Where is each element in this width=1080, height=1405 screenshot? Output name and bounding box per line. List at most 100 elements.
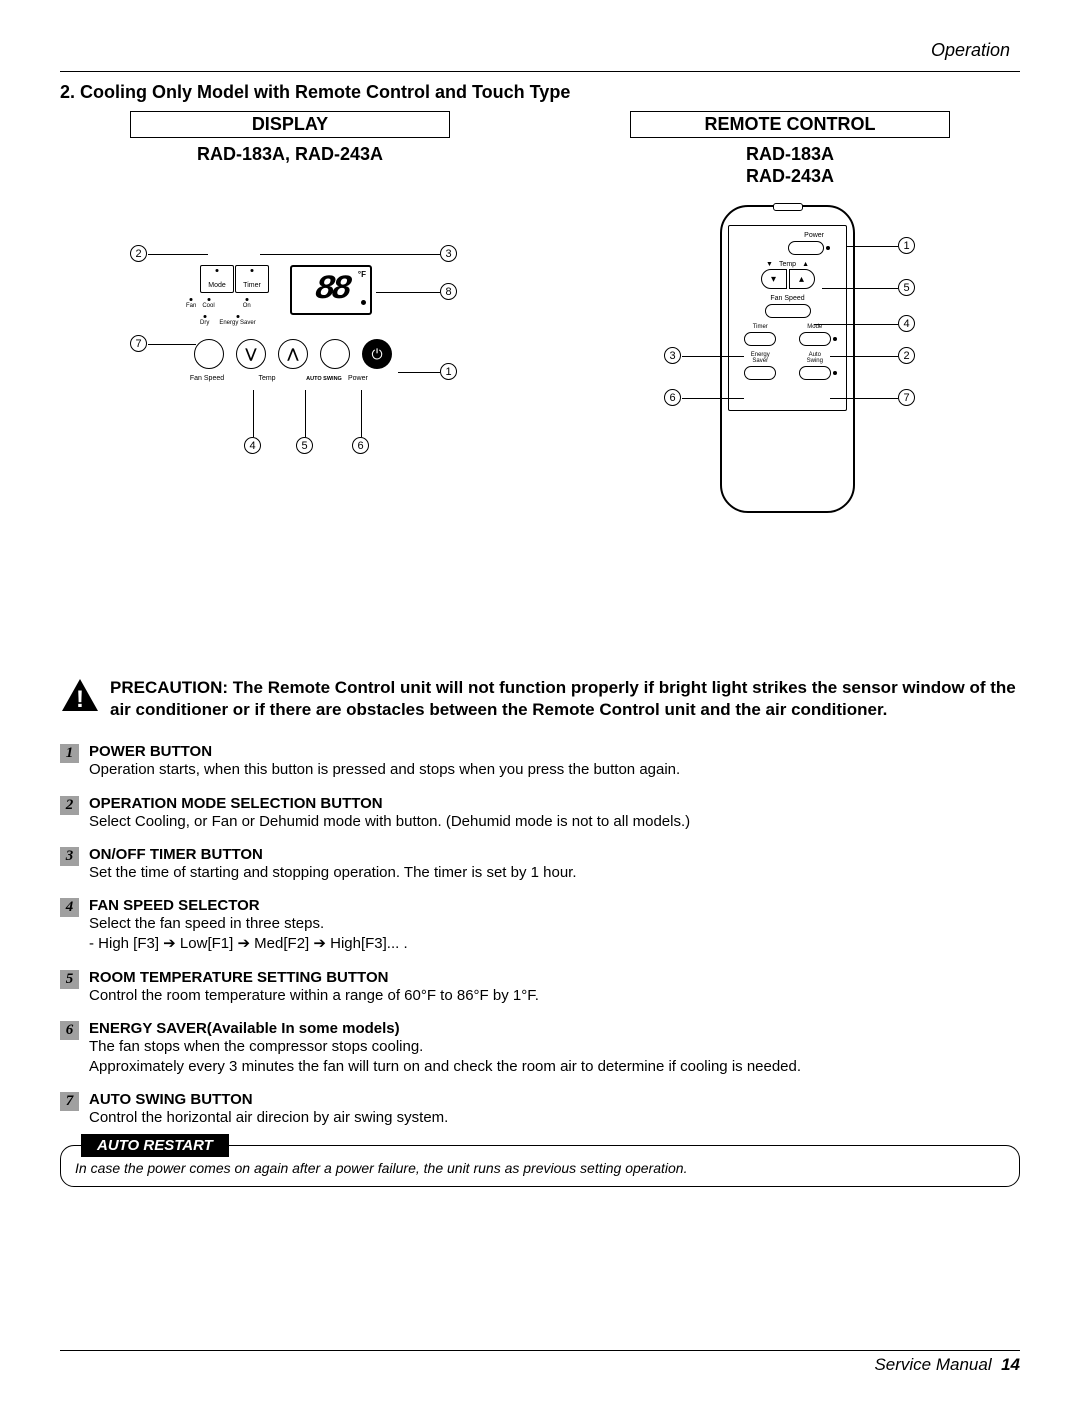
- num-text: FAN SPEED SELECTORSelect the fan speed i…: [89, 897, 408, 955]
- num-title: ENERGY SAVER(Available In some models): [89, 1020, 801, 1037]
- display-column: DISPLAY RAD-183A, RAD-243A Mode Timer Fa…: [60, 111, 520, 537]
- temp-down-icon: ▼: [766, 261, 773, 268]
- num-desc: Control the room temperature within a ra…: [89, 986, 539, 1006]
- num-title: AUTO SWING BUTTON: [89, 1091, 448, 1108]
- remote-row-energy-auto: EnergySaver AutoSwing: [733, 352, 842, 384]
- num-text: ON/OFF TIMER BUTTONSet the time of start…: [89, 846, 577, 883]
- num-item: 1POWER BUTTONOperation starts, when this…: [60, 743, 1020, 780]
- r-lead-4: [814, 324, 898, 325]
- num-item: 7 AUTO SWING BUTTONControl the horizontal…: [60, 1091, 1020, 1128]
- remote-energy-button: [744, 366, 776, 380]
- num-badge: 7: [60, 1092, 79, 1111]
- fanspeed-button: [194, 339, 224, 369]
- num-badge: 2: [60, 796, 79, 815]
- power-label: Power: [344, 375, 374, 382]
- auto-restart-body: In case the power comes on again after a…: [75, 1160, 1005, 1176]
- temp-up-button: ⋀: [278, 339, 308, 369]
- autoswing-label: AUTO SWING: [304, 375, 344, 382]
- callout-5: 5: [296, 437, 313, 454]
- lead-2: [148, 254, 208, 255]
- mode-label: Mode: [208, 282, 226, 289]
- num-title: ON/OFF TIMER BUTTON: [89, 846, 577, 863]
- display-box-label: DISPLAY: [130, 111, 450, 138]
- r-callout-6: 6: [664, 389, 681, 406]
- lead-8: [376, 292, 440, 293]
- remote-temp-up-button: ▴: [789, 269, 815, 289]
- remote-power-button: [788, 241, 824, 255]
- temp-down-button: ⋁: [236, 339, 266, 369]
- remote-temp-buttons: ▾ ▴: [733, 269, 842, 289]
- energy-light: Energy Saver: [219, 315, 255, 326]
- button-labels: Fan Speed Temp AUTO SWING Power: [184, 375, 430, 382]
- remote-diagram: Power ▼ Temp ▲ ▾ ▴ Fan Speed: [630, 197, 950, 537]
- num-item: 5ROOM TEMPERATURE SETTING BUTTONControl …: [60, 969, 1020, 1006]
- callout-7: 7: [130, 335, 147, 352]
- mode-lights-row1: Fan Cool On: [186, 298, 251, 309]
- mode-lights-row2: Dry Energy Saver: [200, 315, 256, 326]
- fan-light: Fan: [186, 298, 196, 309]
- display-model: RAD-183A, RAD-243A: [60, 144, 520, 165]
- remote-box-label: REMOTE CONTROL: [630, 111, 950, 138]
- timer-button: Timer: [235, 265, 269, 293]
- footer: Service Manual 14: [60, 1350, 1020, 1375]
- temp-label: Temp: [230, 375, 304, 382]
- r-lead-5: [822, 288, 898, 289]
- r-callout-7: 7: [898, 389, 915, 406]
- r-lead-1: [846, 246, 898, 247]
- lead-4: [253, 390, 254, 437]
- warning-icon: !: [60, 677, 100, 713]
- round-buttons: ⋁ ⋀ ⏻: [194, 339, 392, 369]
- r-lead-7: [830, 398, 898, 399]
- r-callout-4: 4: [898, 315, 915, 332]
- num-item: 3 ON/OFF TIMER BUTTONSet the time of star…: [60, 846, 1020, 883]
- cool-light: Cool: [202, 298, 214, 309]
- num-badge: 4: [60, 898, 79, 917]
- remote-temp-down-button: ▾: [761, 269, 787, 289]
- remote-timer-label: Timer: [734, 324, 786, 330]
- remote-temp-label: Temp: [779, 261, 796, 268]
- num-text: POWER BUTTONOperation starts, when this …: [89, 743, 680, 780]
- num-desc: Set the time of starting and stopping op…: [89, 863, 577, 883]
- remote-model-1: RAD-183A: [746, 144, 834, 164]
- r-callout-3: 3: [664, 347, 681, 364]
- remote-autoswing-label: AutoSwing: [789, 352, 841, 364]
- r-callout-2: 2: [898, 347, 915, 364]
- auto-restart-tab: AUTO RESTART: [81, 1134, 229, 1157]
- remote-model-2: RAD-243A: [746, 166, 834, 186]
- section-title: 2. Cooling Only Model with Remote Contro…: [60, 82, 1020, 103]
- callout-4: 4: [244, 437, 261, 454]
- num-desc: Select the fan speed in three steps.- Hi…: [89, 914, 408, 955]
- num-badge: 6: [60, 1021, 79, 1040]
- mode-button: Mode: [200, 265, 234, 293]
- footer-service-manual: Service Manual: [874, 1355, 991, 1374]
- num-desc: The fan stops when the compressor stops …: [89, 1037, 801, 1078]
- precaution-block: ! PRECAUTION: The Remote Control unit wi…: [60, 677, 1020, 721]
- f-dot: [361, 300, 366, 305]
- remote-row-timer-mode: Timer Mode: [733, 324, 842, 350]
- diagram-columns: DISPLAY RAD-183A, RAD-243A Mode Timer Fa…: [60, 111, 1020, 537]
- footer-rule: [60, 1350, 1020, 1351]
- remote-autoswing-button: [799, 366, 831, 380]
- autoswing-button: [320, 339, 350, 369]
- remote-power-label: Power: [733, 232, 842, 239]
- remote-mode-button: [799, 332, 831, 346]
- lead-6: [361, 390, 362, 437]
- svg-text:!: !: [76, 686, 84, 713]
- r-callout-5: 5: [898, 279, 915, 296]
- num-badge: 3: [60, 847, 79, 866]
- lead-5: [305, 390, 306, 437]
- r-lead-6: [682, 398, 744, 399]
- lcd-value: 88: [313, 271, 349, 309]
- header-section: Operation: [60, 40, 1010, 61]
- callout-1: 1: [440, 363, 457, 380]
- callout-6: 6: [352, 437, 369, 454]
- num-item: 2OPERATION MODE SELECTION BUTTONSelect C…: [60, 795, 1020, 832]
- r-callout-1: 1: [898, 237, 915, 254]
- timer-label: Timer: [243, 282, 261, 289]
- num-text: ENERGY SAVER(Available In some models)Th…: [89, 1020, 801, 1078]
- num-desc: Control the horizontal air direcion by a…: [89, 1108, 448, 1128]
- num-title: OPERATION MODE SELECTION BUTTON: [89, 795, 690, 812]
- mode-timer-group: Mode Timer: [200, 265, 269, 293]
- f-mark: °F: [358, 270, 366, 279]
- display-panel: Mode Timer Fan Cool On Dry Energy Saver …: [180, 245, 420, 405]
